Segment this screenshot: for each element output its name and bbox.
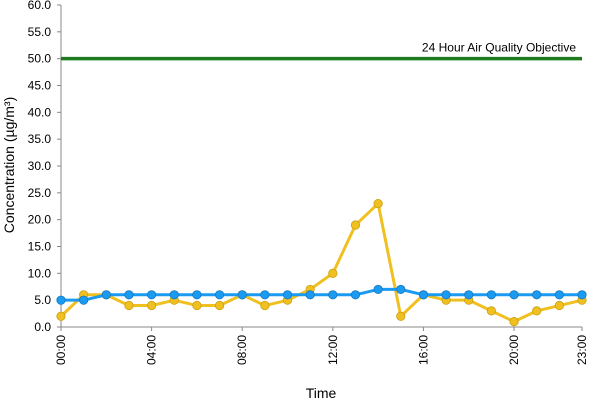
series-2-point bbox=[464, 290, 474, 300]
axes: 0.0 5.0 10.0 15.0 20.0 25.0 30.0 35.0 40.0 45.0 50… bbox=[28, 0, 589, 365]
series-2-point bbox=[441, 290, 451, 300]
series-2-point bbox=[577, 290, 587, 300]
series-1-point bbox=[260, 300, 270, 311]
series-2-point bbox=[260, 290, 270, 300]
series-2-point bbox=[373, 284, 383, 295]
series-2-point bbox=[237, 290, 247, 300]
series-1-point bbox=[192, 300, 202, 311]
series-1-point bbox=[509, 317, 519, 327]
x-tick-label: 04:00 bbox=[145, 335, 159, 365]
y-tick-label: 30.0 bbox=[28, 159, 52, 173]
series-2-point bbox=[101, 290, 111, 300]
series-1-point bbox=[396, 311, 406, 321]
series-2-point bbox=[418, 290, 429, 300]
series-line-2 bbox=[61, 287, 582, 302]
x-tick-label: 20:00 bbox=[507, 335, 521, 365]
series-2-point bbox=[124, 290, 134, 300]
series-2-point bbox=[56, 295, 66, 305]
series-1-point bbox=[147, 300, 157, 311]
series-2-point bbox=[509, 290, 519, 300]
y-tick-label: 55.0 bbox=[28, 25, 52, 39]
series-line-1 bbox=[59, 202, 583, 324]
y-tick-label: 35.0 bbox=[28, 132, 52, 146]
y-tick-label: 50.0 bbox=[28, 52, 52, 66]
y-tick-label: 25.0 bbox=[28, 186, 52, 200]
series-1-point bbox=[56, 311, 66, 321]
series-group bbox=[56, 198, 587, 327]
series-2-point bbox=[554, 290, 564, 300]
series-2-point bbox=[328, 290, 338, 300]
series-1-point bbox=[554, 300, 564, 311]
series-2-point bbox=[486, 290, 496, 300]
series-2-point bbox=[396, 284, 406, 295]
x-tick-label: 16:00 bbox=[416, 335, 430, 365]
series-2-point bbox=[532, 290, 542, 300]
y-tick-label: 45.0 bbox=[28, 79, 52, 93]
series-2-point bbox=[305, 290, 315, 300]
series-1-point bbox=[214, 300, 225, 311]
x-tick-label: 00:00 bbox=[54, 335, 68, 365]
x-tick-label: 08:00 bbox=[235, 335, 249, 365]
series-2-point bbox=[282, 290, 293, 300]
series-2-point bbox=[350, 290, 361, 300]
series-2-point bbox=[79, 295, 89, 305]
y-tick-label: 0.0 bbox=[34, 320, 51, 334]
series-1-point bbox=[124, 300, 134, 311]
series-1-point bbox=[532, 306, 542, 316]
y-tick-label: 15.0 bbox=[28, 240, 52, 254]
y-tick-label: 20.0 bbox=[28, 213, 52, 227]
series-2-point bbox=[169, 290, 179, 300]
x-tick-label: 12:00 bbox=[326, 335, 340, 365]
series-1-point bbox=[373, 198, 383, 209]
series-2-point bbox=[192, 290, 202, 300]
x-axis-title: Time bbox=[306, 385, 337, 400]
y-tick-label: 60.0 bbox=[28, 0, 52, 12]
series-1-point bbox=[328, 268, 338, 278]
series-1-point bbox=[486, 306, 496, 316]
x-tick-label: 23:00 bbox=[575, 335, 589, 365]
y-tick-label: 40.0 bbox=[28, 105, 52, 119]
y-axis-title: Concentration (µg/m³) bbox=[1, 97, 17, 233]
series-1-point bbox=[350, 220, 361, 230]
reference-line-label: 24 Hour Air Quality Objective bbox=[422, 41, 576, 55]
y-tick-label: 10.0 bbox=[28, 266, 52, 280]
series-2-point bbox=[214, 290, 225, 300]
series-2-point bbox=[147, 290, 157, 300]
y-tick-label: 5.0 bbox=[34, 293, 51, 307]
